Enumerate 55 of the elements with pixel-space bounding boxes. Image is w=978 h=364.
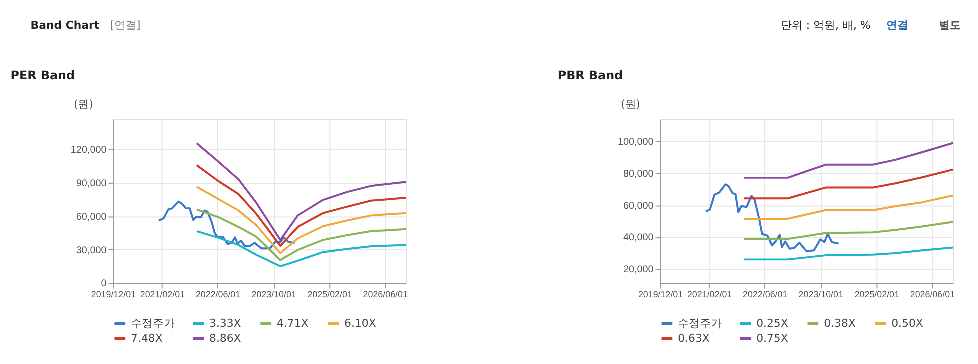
line-series — [196, 142, 408, 242]
line-series — [704, 184, 840, 252]
x-tick-label: 2022/06/01 — [743, 290, 788, 300]
x-tick-label: 2022/06/01 — [196, 290, 241, 300]
legend-label: 수정주가 — [678, 316, 722, 330]
y-tick-label: 80,000 — [624, 168, 654, 180]
y-axis-title: (원) — [621, 98, 641, 111]
x-tick-label: 2023/10/01 — [798, 290, 844, 300]
y-tick-label: 60,000 — [76, 212, 108, 223]
text: 연결 — [886, 19, 909, 32]
legend-label: 6.10X — [344, 316, 377, 330]
y-tick-label: 60,000 — [624, 200, 654, 212]
x-tick-label: 2025/02/01 — [854, 290, 900, 300]
y-tick-label: 90,000 — [76, 178, 108, 190]
y-axis-title: (원) — [74, 98, 94, 111]
y-tick-label: 0 — [101, 278, 108, 290]
legend-label: 7.48X — [131, 332, 164, 345]
legend-label: 8.86X — [210, 332, 242, 345]
legend-label: 0.63X — [678, 332, 710, 345]
y-tick-label: 120,000 — [70, 144, 108, 156]
legend-label: 4.71X — [277, 316, 310, 330]
line-series — [743, 142, 954, 179]
chart-title: PER Band — [10, 68, 76, 83]
legend-label: 0.38X — [824, 316, 856, 330]
line-series — [743, 221, 954, 240]
text: 단위 : 억원, 배, % — [780, 19, 871, 32]
legend-label: 3.33X — [210, 316, 242, 330]
y-tick-label: 100,000 — [618, 137, 654, 148]
x-tick-label: 2026/06/01 — [363, 290, 408, 300]
x-tick-label: 2023/10/01 — [252, 290, 296, 300]
line-series — [743, 246, 954, 261]
x-tick-label: 2021/02/01 — [140, 290, 186, 300]
y-tick-label: 20,000 — [624, 264, 654, 276]
legend-label: 0.50X — [892, 316, 924, 330]
y-tick-label: 30,000 — [76, 245, 108, 256]
legend-label: 0.25X — [756, 316, 789, 330]
text: Band Chart — [30, 19, 100, 32]
line-series — [743, 194, 954, 220]
x-tick-label: 2019/12/01 — [91, 290, 136, 300]
x-tick-label: 2025/02/01 — [308, 290, 352, 300]
line-series — [196, 208, 408, 262]
legend-label: 0.75X — [756, 332, 789, 345]
x-tick-label: 2021/02/01 — [687, 290, 732, 300]
chart-title: PBR Band — [558, 68, 624, 83]
line-series — [158, 200, 296, 250]
text: [연결] — [110, 19, 141, 32]
line-series — [196, 186, 408, 254]
text: 별도 — [939, 19, 962, 32]
x-tick-label: 2026/06/01 — [910, 290, 956, 300]
legend-label: 수정주가 — [131, 316, 176, 330]
y-tick-label: 40,000 — [624, 232, 654, 244]
line-series — [743, 168, 954, 200]
x-tick-label: 2019/12/01 — [638, 290, 684, 300]
line-series — [196, 164, 408, 248]
line-series — [196, 230, 408, 268]
